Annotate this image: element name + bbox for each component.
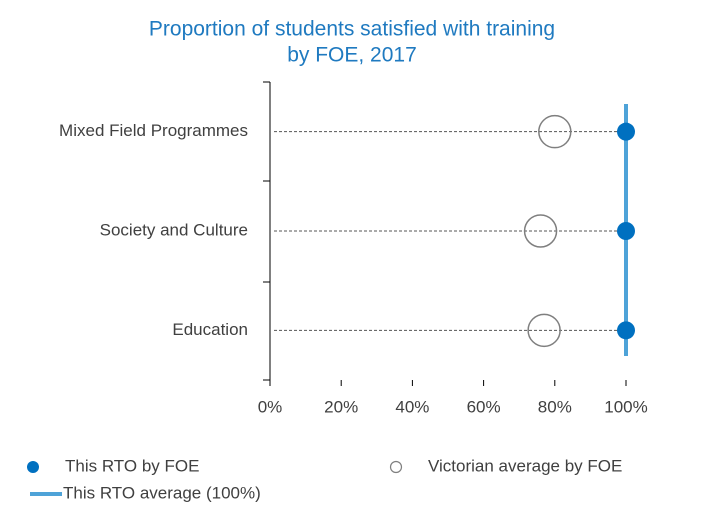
legend-label: This RTO by FOE	[65, 456, 199, 475]
chart-title: by FOE, 2017	[287, 44, 417, 67]
legend-marker	[389, 460, 403, 474]
x-tick-label: 40%	[395, 397, 429, 416]
legend-marker	[27, 461, 39, 473]
x-tick-label: 60%	[467, 397, 501, 416]
legend-label: Victorian average by FOE	[428, 456, 622, 475]
dot	[617, 321, 635, 340]
x-tick-label: 20%	[324, 397, 358, 416]
category-label: Mixed Field Programmes	[59, 121, 248, 140]
category-label: Education	[172, 320, 248, 339]
chart-title: Proportion of students satisfied with tr…	[149, 18, 555, 41]
dot	[523, 214, 558, 248]
x-tick-label: 80%	[538, 397, 572, 416]
dot	[527, 313, 561, 348]
category-label: Society and Culture	[100, 220, 248, 239]
legend-label: This RTO average (100%)	[63, 483, 261, 502]
x-tick-label: 100%	[604, 397, 647, 416]
x-tick-label: 0%	[258, 397, 283, 416]
dot	[617, 122, 635, 141]
dot	[617, 222, 635, 240]
dot	[538, 114, 572, 149]
